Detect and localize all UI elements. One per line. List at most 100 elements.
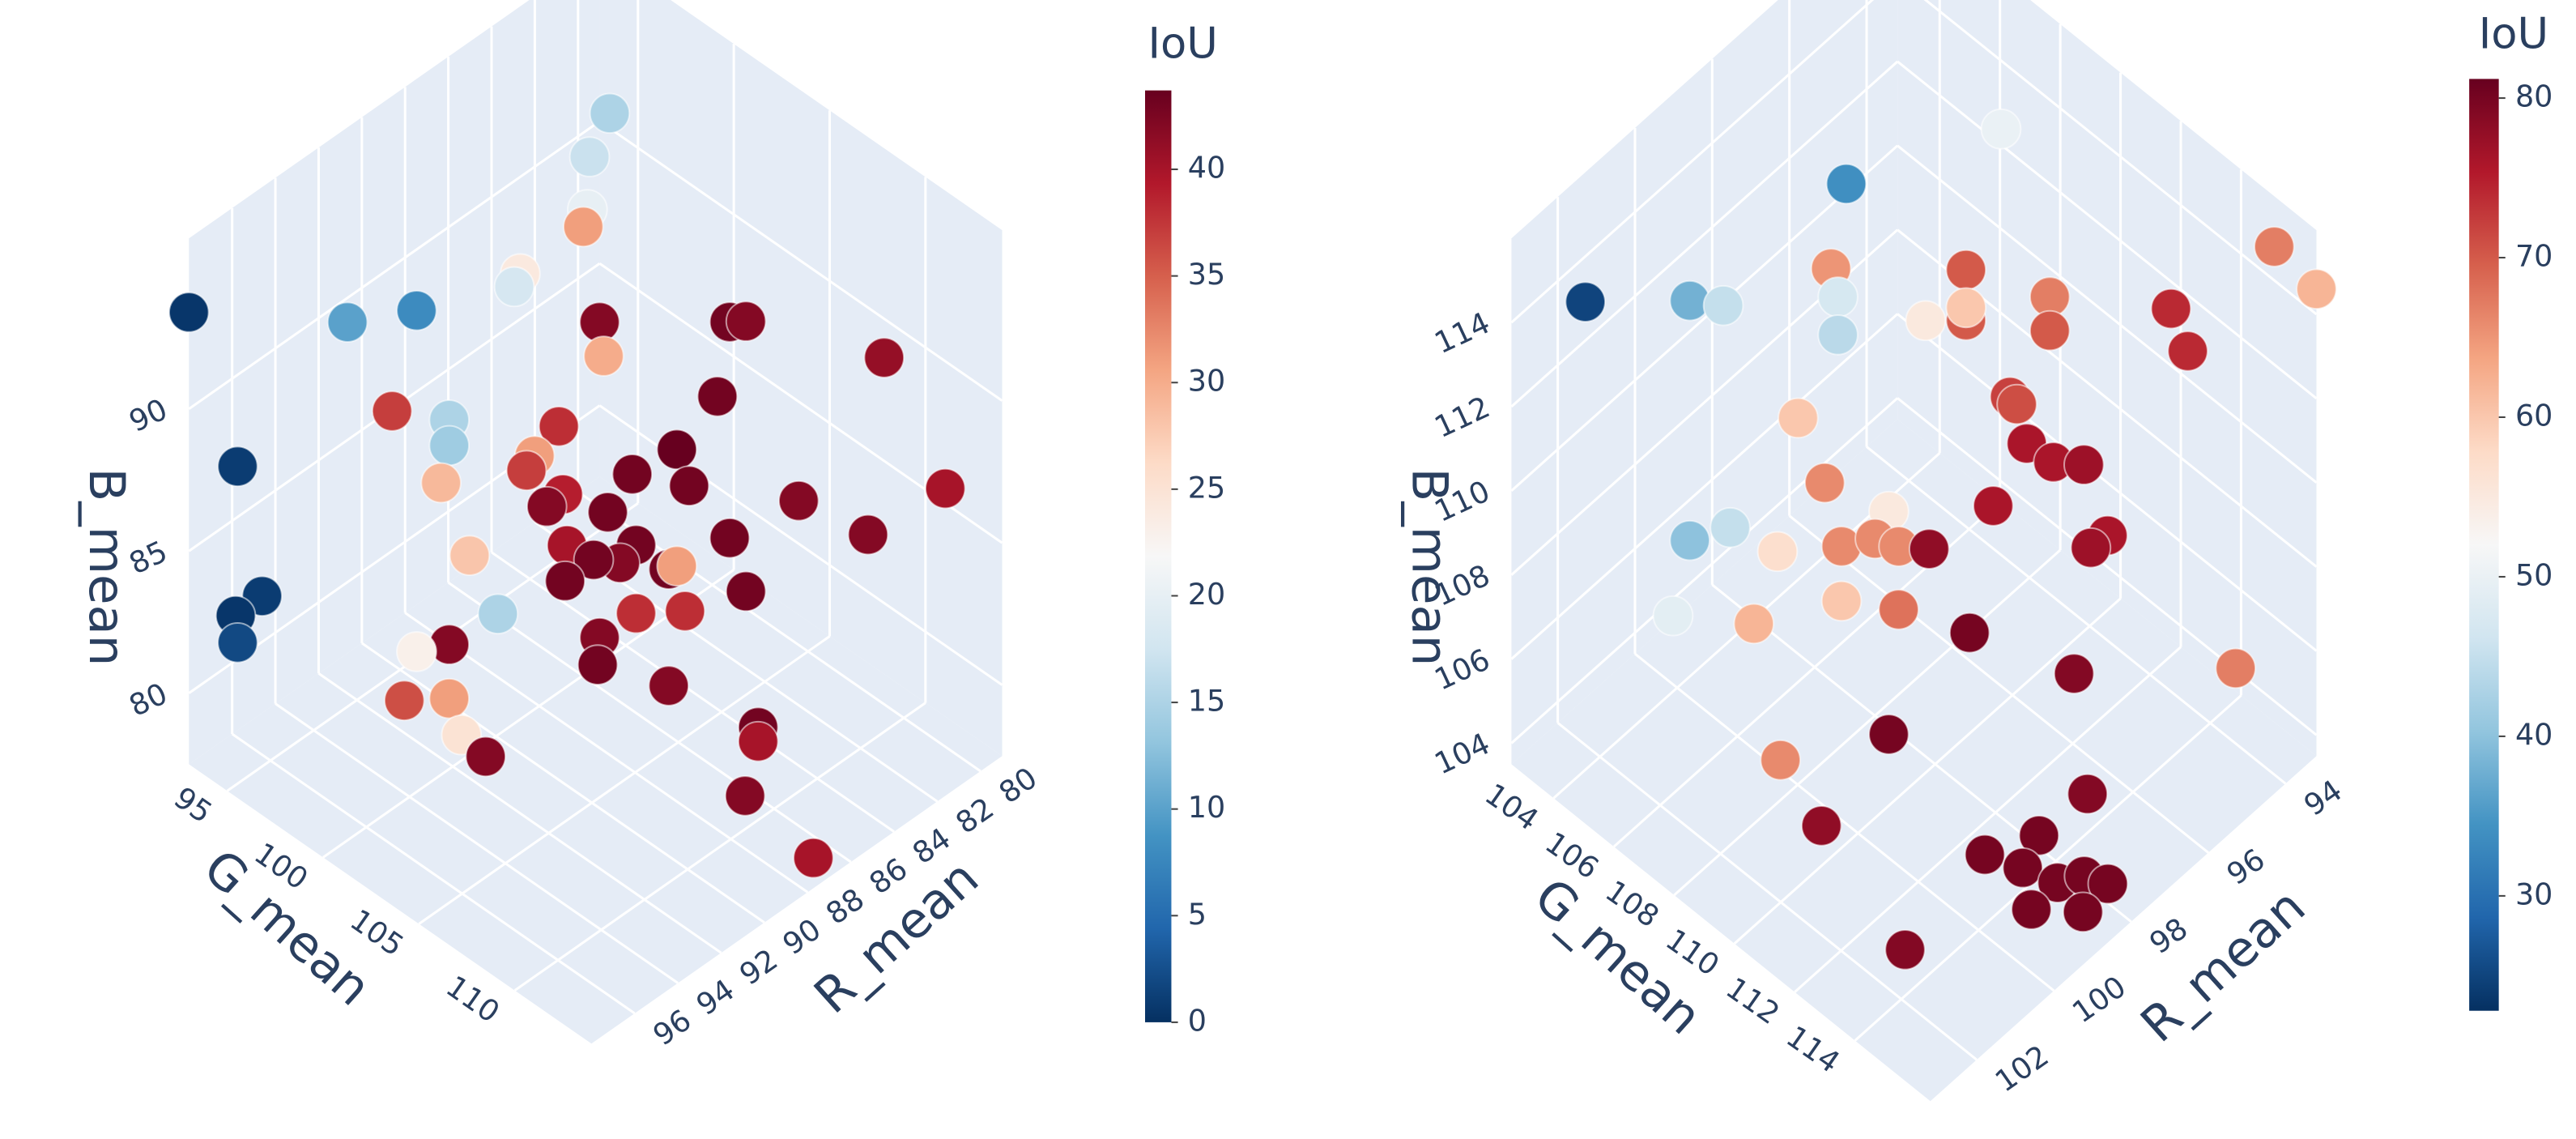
point [1996, 383, 2037, 425]
y-tick-label: 112 [1720, 970, 1786, 1031]
point [1945, 249, 1987, 291]
point [2018, 814, 2060, 856]
point [1908, 528, 1950, 570]
point [396, 289, 437, 331]
point [493, 266, 535, 308]
grid-line [360, 642, 765, 924]
grid-line [1923, 0, 2318, 316]
grid-line [598, 120, 1003, 402]
point [428, 424, 470, 467]
grid-line [1556, 722, 1978, 1061]
point [589, 92, 631, 134]
point [1778, 397, 1819, 439]
colorbar-tick-label: 25 [1188, 470, 1225, 505]
grid-line [1510, 144, 1899, 492]
colorbar-tick-label: 35 [1188, 257, 1225, 292]
point [428, 677, 470, 719]
floor-pane [1511, 419, 2317, 1102]
grid-line [1510, 0, 1875, 324]
point [562, 206, 604, 248]
grid-line [1634, 652, 2055, 992]
point [1980, 108, 2022, 150]
point [371, 390, 413, 432]
point [648, 665, 690, 706]
point [656, 429, 698, 471]
colorbar-tick-label: 60 [2515, 398, 2553, 433]
grid-line [1897, 313, 2318, 652]
point [696, 376, 739, 417]
point [538, 405, 580, 447]
grid-line [447, 581, 852, 864]
colorbar-tick-label: 50 [2515, 557, 2553, 592]
x-tick-label: 94 [690, 972, 741, 1022]
point [709, 517, 751, 559]
grid-line [275, 702, 679, 984]
point [615, 592, 657, 634]
point [1972, 485, 2014, 527]
colorbar-title: IoU [1147, 19, 1217, 69]
z-tick-label: 114 [1429, 305, 1495, 360]
point [1948, 612, 1991, 654]
grid-line [1788, 514, 2209, 854]
colorbar-tick-label: 15 [1188, 684, 1225, 719]
point [664, 591, 706, 632]
point [2167, 331, 2208, 372]
x-tick-label: 80 [993, 761, 1044, 811]
colorbar-tick-label: 40 [2515, 717, 2553, 752]
point [725, 570, 767, 612]
point [1820, 580, 1863, 622]
point [924, 467, 966, 510]
point [1669, 519, 1711, 561]
y-tick-label: 95 [168, 780, 219, 830]
point [2070, 527, 2112, 569]
point [383, 680, 425, 722]
point [1733, 603, 1775, 645]
point [1825, 163, 1867, 205]
point [793, 837, 834, 879]
point [2296, 268, 2337, 310]
colorbar-title: IoU [2479, 9, 2548, 58]
grid-line [188, 120, 601, 411]
point [777, 480, 820, 522]
point [326, 301, 368, 343]
point [2063, 444, 2105, 485]
point [1652, 595, 1694, 637]
colorbar-tick-label: 0 [1188, 1003, 1207, 1038]
point [2002, 847, 2044, 889]
point [863, 337, 905, 378]
point [1945, 287, 1987, 329]
point [217, 446, 258, 488]
grid-line [1897, 60, 2318, 399]
point [2254, 226, 2295, 267]
point [1760, 739, 1802, 781]
point [1868, 714, 1910, 755]
z-tick-label: 104 [1429, 726, 1495, 781]
point [1905, 300, 1947, 342]
grid-line [231, 732, 636, 1015]
point [449, 535, 491, 577]
grid-line [1897, 144, 2318, 484]
point [583, 335, 624, 377]
point [465, 736, 507, 778]
grid-line [1510, 397, 1899, 744]
x-tick-label: 90 [777, 911, 828, 962]
point [1884, 928, 1926, 970]
z-tick-label: 112 [1429, 390, 1495, 445]
point [1800, 805, 1842, 847]
y-tick-label: 114 [1780, 1019, 1846, 1080]
y-tick-label: 106 [1539, 825, 1605, 885]
point [737, 720, 779, 762]
point [1710, 506, 1751, 548]
point [1817, 314, 1859, 356]
point [2150, 288, 2192, 330]
point [568, 136, 611, 177]
colorbar-tick-label: 80 [2515, 79, 2553, 114]
z-axis-title: B_mean [78, 468, 134, 667]
point [587, 491, 628, 533]
point [505, 450, 547, 492]
point [2029, 309, 2071, 352]
point [477, 593, 519, 635]
point [526, 485, 568, 527]
point [2215, 647, 2257, 689]
